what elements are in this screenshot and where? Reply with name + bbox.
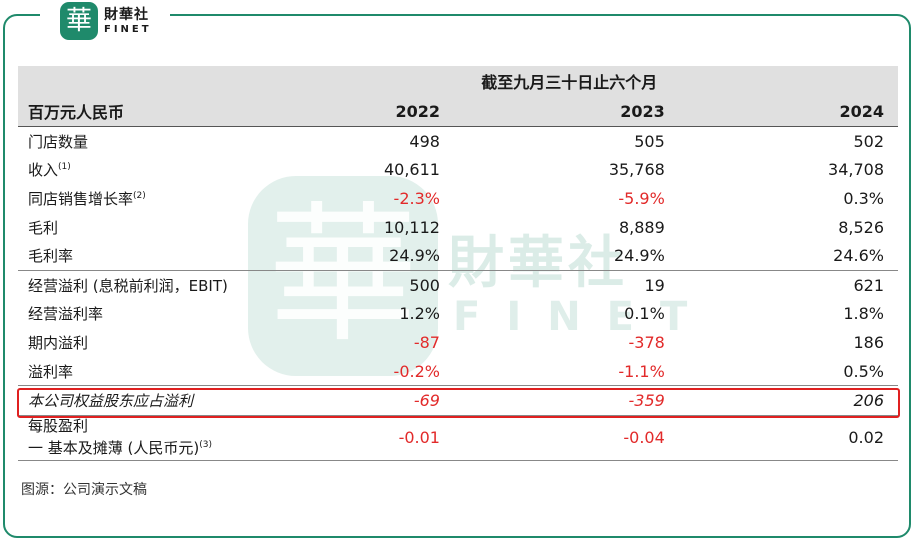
row-label: 本公司权益股东应占溢利 [28,392,194,411]
row-label: 毛利 [28,218,59,237]
table-cell: 34,708 [828,160,884,180]
table-cell: 1.8% [843,304,884,324]
row-label: 毛利率 [28,247,74,266]
row-label: 经营溢利率 [28,305,104,324]
logo-seal-icon: 華 [60,2,98,40]
table-cell: -5.9% [618,188,665,208]
source-note: 图源：公司演示文稿 [21,482,147,498]
table-row: 每股盈利 一 基本及摊薄 (人民币元)(3) -0.01 -0.04 0.02 [18,415,898,461]
table-cell: -69 [248,385,448,416]
logo-name-en: FINET [104,23,152,35]
table-cell: 0.1% [624,304,665,324]
table-cell: 40,611 [383,160,440,180]
table-cell: -359 [447,385,673,416]
table-cell: 1.2% [399,304,440,324]
table-row: 同店销售增长率(2) -2.3% -5.9% 0.3% [18,184,898,213]
table-cell: 10,112 [383,217,440,237]
table-cell: 19 [447,269,673,300]
row-label: 经营溢利 (息税前利润，EBIT) [28,276,228,295]
year-header: 2023 [447,96,673,127]
table-row: 门店数量 498 505 502 [18,127,898,156]
unit-label: 百万元人民币 [18,96,249,127]
table-row: 毛利 10,112 8,889 8,526 [18,213,898,242]
table-cell: 24.9% [389,246,440,266]
table-cell: -0.2% [393,361,440,381]
financial-table: 截至九月三十日止六个月 百万元人民币 2022 2023 2024 门店数量 4… [18,66,898,461]
row-label: 每股盈利 [28,417,89,436]
table-cell: 35,768 [608,160,665,180]
table-cell: 505 [634,131,665,151]
table-row: 收入(1) 40,611 35,768 34,708 [18,156,898,185]
table-row-highlighted: 本公司权益股东应占溢利 -69 -359 206 [18,385,898,416]
table-row: 溢利率 -0.2% -1.1% 0.5% [18,357,898,386]
table-cell: -2.3% [393,188,440,208]
table-cell: -0.04 [447,415,673,461]
table-cell: 186 [853,332,884,352]
table-cell: 502 [853,131,884,151]
table-row: 毛利率 24.9% 24.9% 24.6% [18,241,898,270]
table-cell: 500 [248,269,448,300]
period-heading: 截至九月三十日止六个月 [248,66,898,96]
row-sublabel: 一 基本及摊薄 (人民币元) [28,439,200,458]
row-label: 同店销售增长率 [28,189,134,208]
table-cell: 24.6% [833,246,884,266]
table-cell: 24.9% [613,246,665,266]
footnote-mark: (2) [133,190,146,201]
row-label: 期内溢利 [28,333,89,352]
row-label: 收入 [28,161,59,180]
table-cell: -0.01 [248,415,448,461]
table-cell: 0.02 [672,415,898,461]
highlight-box [17,388,900,418]
year-header: 2022 [248,96,448,127]
footnote-mark: (3) [199,440,212,451]
table-row: 经营溢利率 1.2% 0.1% 1.8% [18,300,898,329]
table-cell: 621 [672,269,898,300]
row-label: 溢利率 [28,362,74,381]
table-cell: 0.5% [843,361,884,381]
finet-logo: 華 財華社 FINET [60,2,152,40]
table-cell: -87 [413,332,440,352]
table-cell: 498 [409,131,440,151]
card-frame [3,14,911,538]
table-cell: 206 [672,385,898,416]
table-cell: 0.3% [843,188,884,208]
footnote-mark: (1) [58,162,71,173]
header-row-period: 截至九月三十日止六个月 [18,66,898,96]
year-header: 2024 [672,96,898,127]
table-row: 期内溢利 -87 -378 186 [18,328,898,357]
row-label: 门店数量 [28,132,89,151]
table-cell: 8,526 [838,217,884,237]
table-cell: -1.1% [618,361,665,381]
table-row: 经营溢利 (息税前利润，EBIT) 500 19 621 [18,269,898,300]
header-row-years: 百万元人民币 2022 2023 2024 [18,96,898,127]
table-cell: -378 [628,332,665,352]
logo-name-cn: 財華社 [104,6,149,23]
table-cell: 8,889 [618,217,665,237]
